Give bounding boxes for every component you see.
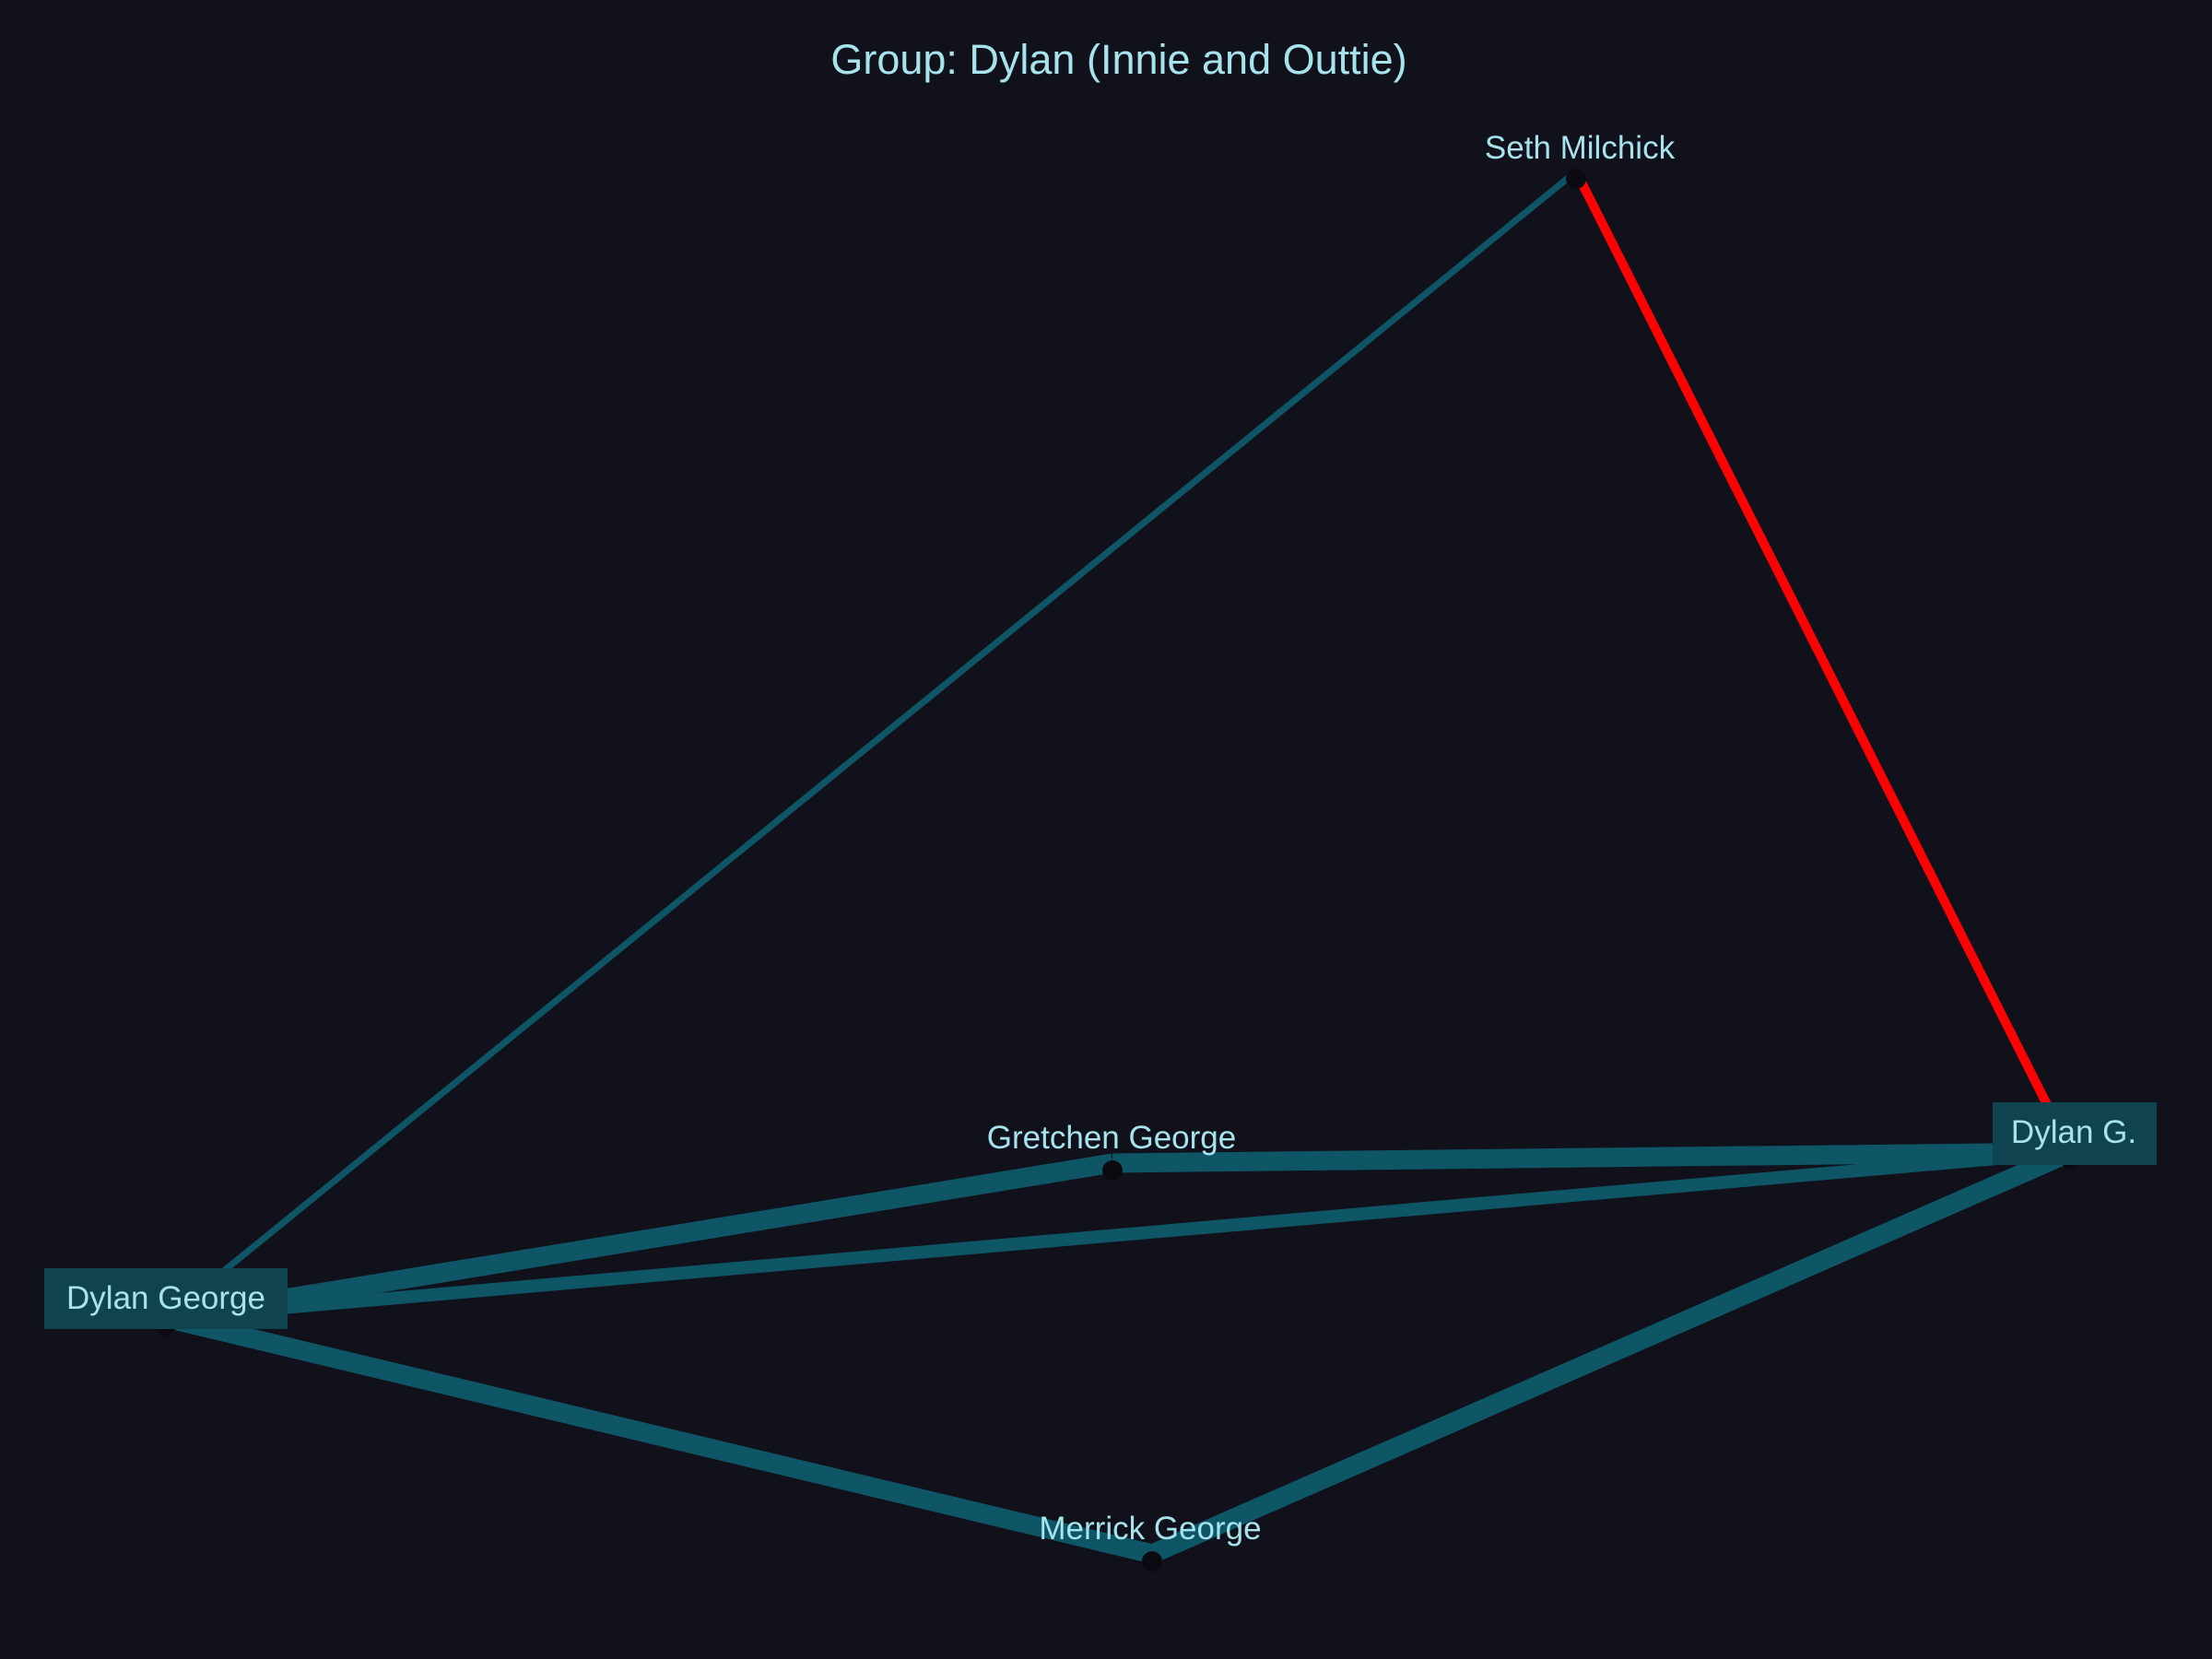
- node-marker: [1566, 169, 1586, 189]
- node-seth[interactable]: Seth Milchick: [1485, 130, 1676, 189]
- node-label: Gretchen George: [987, 1120, 1236, 1156]
- node-marker: [1102, 1160, 1123, 1181]
- node-label-box: [1993, 1102, 2157, 1165]
- node-label: Dylan George: [66, 1280, 265, 1316]
- node-dylangeorge[interactable]: Dylan George: [44, 1268, 288, 1335]
- edge-dylangeorge-merrick: [163, 1308, 1155, 1564]
- node-label: Seth Milchick: [1485, 130, 1676, 166]
- nodes-layer: Seth Milchick Gretchen George Dylan G. Dyla…: [44, 130, 2157, 1571]
- node-gretchen[interactable]: Gretchen George: [987, 1120, 1236, 1181]
- node-merrick[interactable]: Merrick George: [1039, 1511, 1262, 1571]
- edge-dylangeorge-dylang: [165, 1146, 2072, 1324]
- node-marker: [1142, 1551, 1162, 1571]
- node-label: Dylan G.: [2011, 1114, 2136, 1150]
- node-dylang[interactable]: Dylan G.: [1993, 1102, 2157, 1170]
- edge-seth-dylang: [1571, 169, 2076, 1155]
- edge-gretchen-dylang: [1112, 1142, 2072, 1173]
- edges-layer: [163, 169, 2076, 1564]
- node-label-box: [44, 1268, 288, 1329]
- edge-merrick-dylang: [1147, 1143, 2076, 1563]
- node-label: Merrick George: [1039, 1511, 1261, 1547]
- edge-dylangeorge-gretchen: [164, 1153, 1114, 1328]
- edge-dylangeorge-seth: [163, 169, 1579, 1321]
- diagram-title: Group: Dylan (Innie and Outtie): [830, 36, 1406, 83]
